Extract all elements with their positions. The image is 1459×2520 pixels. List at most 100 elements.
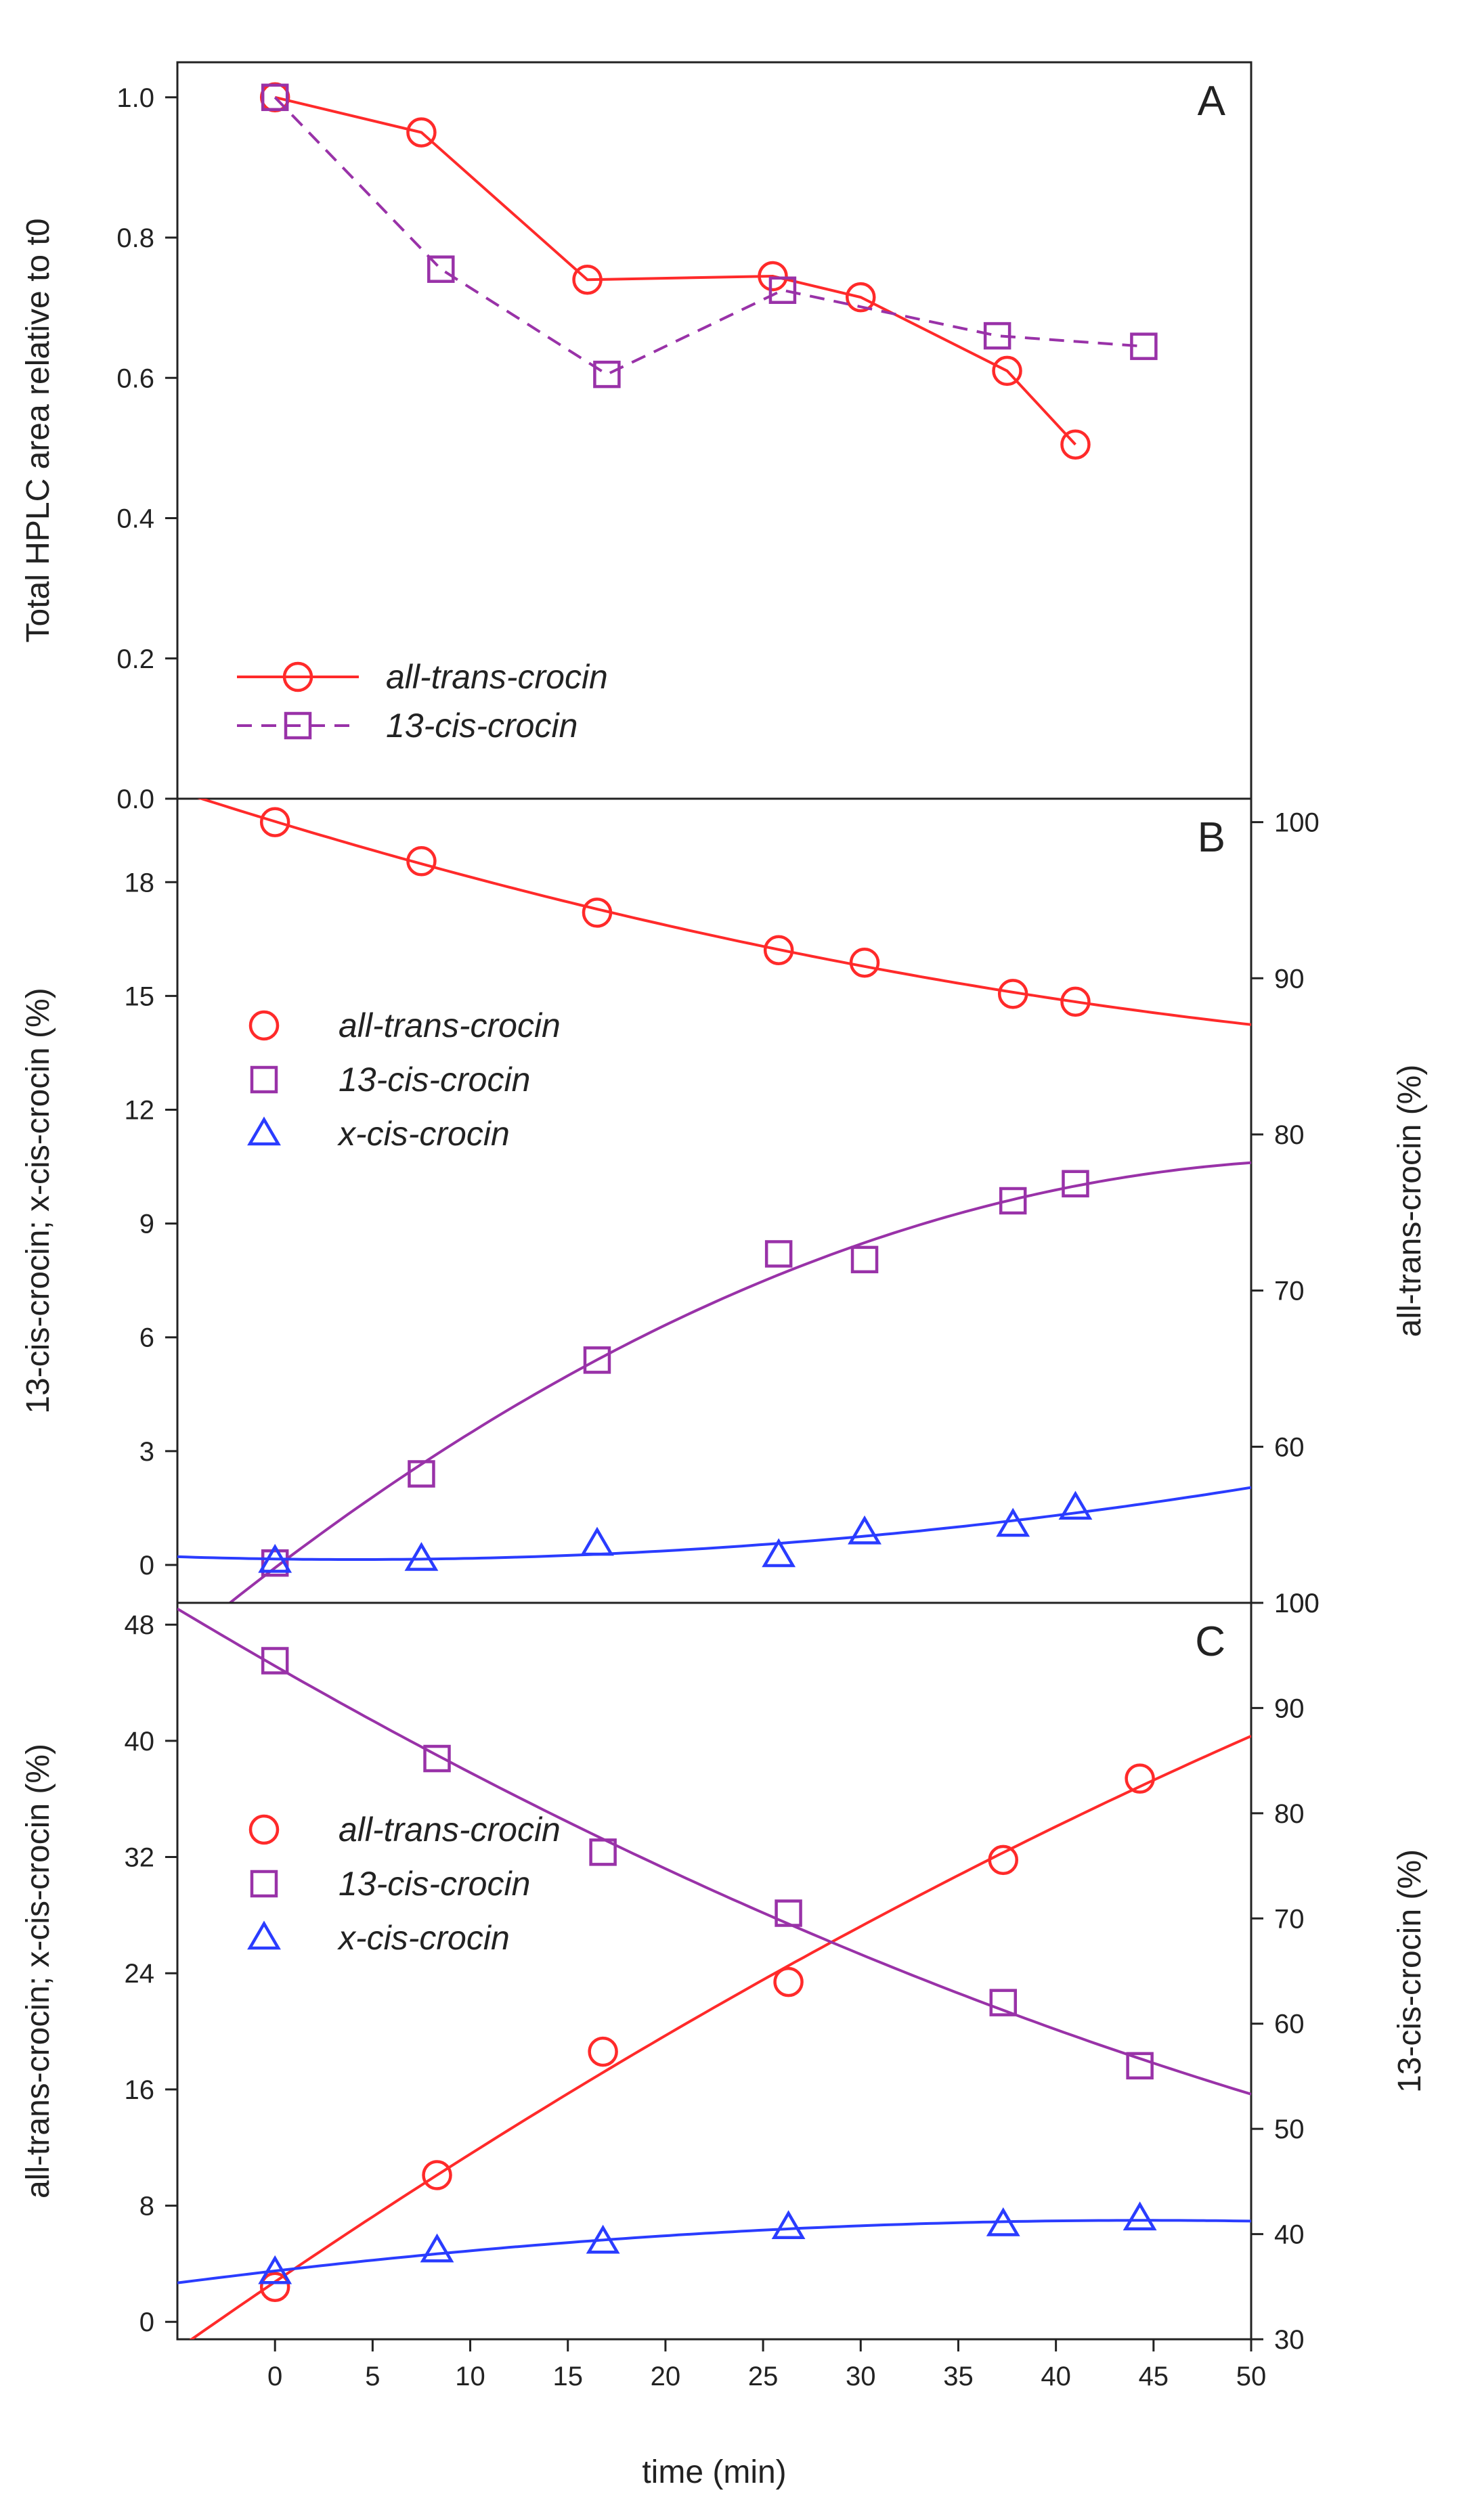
panel-c-y-tick-label: 8 — [139, 2192, 154, 2221]
panel-a-all-trans-crocin-point — [992, 355, 1022, 386]
panel-a-y-tick-label: 0.4 — [116, 504, 154, 534]
panel-a-all-trans-crocin-point — [758, 261, 788, 292]
panel-c-legend-marker — [248, 1814, 280, 1845]
panel-c-x-tick-label: 35 — [943, 2362, 974, 2391]
panel-c-13-cis-crocin-point — [1126, 2052, 1154, 2080]
panel-c-x-tick-label: 50 — [1236, 2362, 1267, 2391]
panel-c-13-cis-crocin-point — [423, 1744, 451, 1773]
panel-c-y-tick-label: 48 — [125, 1610, 155, 1640]
panel-b-x-cis-crocin-point — [996, 1507, 1030, 1537]
panel-c-y-tick-label: 32 — [125, 1843, 155, 1873]
panel-b-all-trans-crocin-point — [1060, 986, 1091, 1017]
panel-c-y2-tick-label: 60 — [1274, 2010, 1305, 2039]
panel-c-x-cis-crocin-fit-curve — [177, 2219, 1251, 2284]
panel-b-legend: all-trans-crocin 13-cis-crocin x-cis-croci… — [247, 1007, 561, 1153]
panel-a-all-trans-crocin-point — [406, 117, 437, 148]
panel-b-13-cis-crocin-point — [850, 1245, 879, 1274]
panel-a-13-cis-crocin-point — [1130, 332, 1158, 360]
panel-b-y2-tick-label: 70 — [1274, 1277, 1305, 1306]
panel-c-13-cis-crocin-point — [261, 1647, 289, 1675]
panel-b-all-trans-crocin-point — [997, 979, 1028, 1009]
panel-c-x-cis-crocin-point — [586, 2224, 620, 2254]
panel-c-legend-marker — [247, 1920, 281, 1950]
panel-b-13-cis-crocin-point — [583, 1346, 611, 1374]
panel-c-x-cis-crocin-point — [771, 2210, 806, 2240]
panel-c-y2-tick-label: 90 — [1274, 1694, 1305, 1723]
panel-b-legend-label: x-cis-crocin — [337, 1115, 510, 1153]
panel-b-legend-marker — [250, 1065, 278, 1094]
panel-c-label: C — [1195, 1618, 1225, 1665]
panel-a-legend: all-trans-crocin 13-cis-crocin — [237, 658, 608, 745]
panel-b-y-tick-label: 6 — [139, 1323, 154, 1353]
panel-c-legend-label: 13-cis-crocin — [339, 1865, 530, 1903]
panel-c-plot-frame — [176, 1601, 1253, 2341]
panel-b-legend-marker — [248, 1010, 280, 1041]
panel-b-13-cis-crocin-point — [408, 1460, 435, 1488]
panel-c-x-tick-label: 20 — [651, 2362, 681, 2391]
panel-b-13-cis-crocin-point — [1062, 1170, 1089, 1198]
panel-b-x-cis-crocin-point — [1058, 1490, 1093, 1520]
panel-a-13-cis-crocin-point — [768, 276, 797, 305]
panel-c-y2-tick-label: 70 — [1274, 1904, 1305, 1934]
panel-c-x-cis-crocin-point — [258, 2255, 292, 2284]
panel-b-13-cis-crocin-point — [764, 1240, 793, 1268]
panel-c-legend-marker — [250, 1870, 278, 1898]
panel-c-x-cis-crocin-point — [1123, 2201, 1157, 2231]
panel-b-y-tick-label: 15 — [125, 981, 155, 1011]
panel-b-y2-axis-title: all-trans-crocin (%) — [1392, 1065, 1428, 1338]
panel-b-all-trans-crocin-point — [763, 935, 794, 966]
panel-c-x-tick-label: 15 — [552, 2362, 583, 2391]
panel-b-y-tick-label: 12 — [125, 1096, 155, 1126]
panel-c-all-trans-crocin-point — [259, 2272, 290, 2302]
panel-a-legend-marker — [282, 661, 313, 692]
panel-a-13-cis-crocin-point — [983, 322, 1011, 350]
panel-c-x-tick-label: 10 — [455, 2362, 485, 2391]
panel-b-all-trans-crocin-point — [849, 947, 880, 978]
panel-b-13-cis-crocin-point — [261, 1549, 289, 1577]
panel-b-legend-label: 13-cis-crocin — [339, 1061, 530, 1099]
panel-b-y-axis-title: 13-cis-crocin; x-cis-crocin (%) — [20, 988, 56, 1413]
panel-c-y2-tick-label: 30 — [1274, 2325, 1305, 2355]
panel-b-y2-tick-label: 100 — [1274, 808, 1320, 838]
panel-c-all-trans-crocin-point — [988, 1844, 1019, 1876]
panel-a-all-trans-crocin-point — [572, 264, 603, 295]
panel-b-x-cis-crocin-fit-curve — [177, 1486, 1251, 1561]
panel-b-y-tick-label: 0 — [139, 1551, 154, 1580]
panel-a-legend-label: all-trans-crocin — [386, 658, 608, 696]
panel-c-y-axis-title: all-trans-crocin; x-cis-crocin (%) — [20, 1744, 56, 2198]
panel-a-y-tick-label: 1.0 — [116, 83, 154, 113]
panel-c-all-trans-crocin-point — [422, 2160, 452, 2190]
panel-c-13-cis-crocin-point — [589, 1838, 617, 1866]
panel-b-y2-tick-label: 80 — [1274, 1120, 1305, 1150]
panel-c-y-tick-label: 40 — [125, 1727, 155, 1756]
panel-a-label: A — [1198, 78, 1226, 125]
panel-c-x-tick-label: 5 — [365, 2362, 380, 2391]
panel-b-label: B — [1198, 814, 1225, 861]
panel-a-13-cis-crocin-point — [593, 360, 621, 389]
panel-c-13-cis-crocin-point — [775, 1899, 802, 1927]
panel-a-y-tick-label: 0.6 — [116, 363, 154, 393]
panel-b-legend-label: all-trans-crocin — [339, 1007, 561, 1044]
panel-c-all-trans-crocin-point — [1125, 1763, 1155, 1794]
panel-b-legend-marker — [247, 1116, 281, 1146]
panel-b-y2-tick-label: 60 — [1274, 1432, 1305, 1462]
panel-b-13-cis-crocin-point — [999, 1187, 1027, 1215]
panel-c-x-tick-label: 25 — [748, 2362, 779, 2391]
panel-c-x-tick-label: 45 — [1139, 2362, 1169, 2391]
panel-b-13-cis-crocin-fit-curve — [227, 1161, 1251, 1603]
panel-c-all-trans-crocin-fit-curve — [189, 1734, 1251, 2339]
panel-b-x-cis-crocin-point — [762, 1538, 796, 1568]
panel-c-x-axis-title: time (min) — [642, 2454, 786, 2490]
panel-c-y-tick-label: 0 — [139, 2307, 154, 2337]
panel-b-x-cis-crocin-point — [580, 1526, 614, 1556]
panel-c-y-tick-label: 16 — [125, 2075, 155, 2105]
panel-c-x-tick-label: 0 — [267, 2362, 282, 2391]
panel-a-y-tick-label: 0.2 — [116, 644, 154, 674]
panel-c-y-tick-label: 24 — [125, 1959, 155, 1989]
panel-b-x-cis-crocin-point — [258, 1543, 292, 1573]
panel-a-y-tick-label: 0.0 — [116, 784, 154, 814]
panel-b-y2-tick-label: 100 — [1274, 1589, 1320, 1618]
panel-c-legend-label: x-cis-crocin — [337, 1919, 510, 1957]
panel-a-13-cis-crocin-line — [274, 96, 1144, 376]
panel-a-13-cis-crocin-point — [261, 83, 289, 112]
